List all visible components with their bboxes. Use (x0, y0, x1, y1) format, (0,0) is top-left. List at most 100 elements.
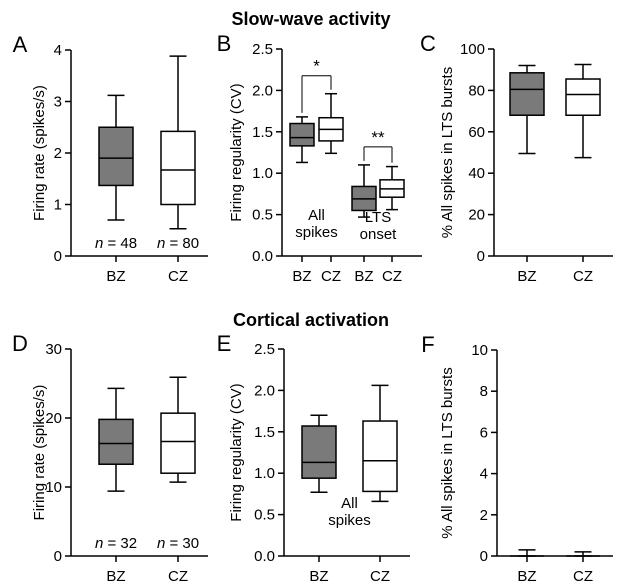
sample-size-n: n (157, 235, 165, 252)
panel-d: D 0 10 20 30 Firing rate (spikes/s) BZ CZ n = 32… (12, 331, 208, 583)
y-tick-label: 100 (460, 41, 485, 58)
section-title-cortical-activation: Cortical activation (233, 310, 389, 330)
x-tick-label: CZ (370, 568, 390, 583)
group-label: LTS (365, 209, 391, 226)
group-label: spikes (328, 512, 371, 529)
x-tick-label: CZ (321, 268, 341, 285)
y-tick-label: 3 (54, 94, 62, 111)
panel-label: E (217, 331, 232, 356)
box-cz (566, 65, 600, 158)
y-tick-label: 0.0 (252, 248, 273, 265)
sample-size-value: = 48 (103, 235, 137, 252)
x-tick-label: CZ (573, 568, 593, 583)
x-tick-label: BZ (309, 568, 328, 583)
x-tick-label: CZ (573, 268, 593, 285)
significance-bracket: * (302, 57, 331, 113)
y-tick-label: 0 (477, 248, 485, 265)
y-tick-label: 2.5 (254, 341, 275, 358)
sample-size-label: n = 30 (157, 535, 199, 552)
box-iqr (566, 79, 600, 115)
panel-b: B 0.0 0.5 1.0 1.5 2.0 2.5 Firing regularity (CV… (217, 31, 422, 285)
y-axis-title: % All spikes in LTS bursts (439, 367, 456, 538)
y-tick-label: 0 (54, 248, 62, 265)
sample-size-n: n (95, 535, 103, 552)
y-tick-label: 40 (468, 165, 485, 182)
y-axis-title: Firing rate (spikes/s) (31, 85, 48, 221)
x-tick-label: BZ (292, 268, 311, 285)
y-tick-label: 6 (480, 424, 488, 441)
panel-label: C (420, 31, 436, 56)
panel-label: A (13, 32, 28, 57)
box-bz (510, 66, 544, 154)
y-axis-title: % All spikes in LTS bursts (439, 67, 456, 238)
panel-c: C 0 20 40 60 80 100% All spikes in LTS bursts B… (420, 31, 613, 285)
sample-size-label: n = 32 (95, 535, 137, 552)
box-iqr (99, 419, 133, 464)
box-cz (161, 56, 195, 229)
x-tick-label: BZ (106, 268, 125, 285)
sample-size-n: n (95, 235, 103, 252)
y-tick-label: 2.0 (252, 82, 273, 99)
box-cz (566, 552, 600, 556)
y-tick-label: 1 (54, 197, 62, 214)
y-tick-label: 4 (54, 42, 62, 59)
significance-bracket: ** (364, 128, 392, 163)
y-tick-label: 2.0 (254, 382, 275, 399)
significance-stars: ** (371, 128, 385, 147)
sample-size-value: = 80 (165, 235, 199, 252)
box-bz (302, 415, 336, 492)
y-tick-label: 30 (45, 341, 62, 358)
y-tick-label: 8 (480, 383, 488, 400)
sample-size-label: n = 48 (95, 235, 137, 252)
y-tick-label: 1.0 (252, 165, 273, 182)
y-axis-title: Firing regularity (CV) (228, 83, 245, 221)
box-bz (290, 117, 314, 163)
box-iqr (510, 73, 544, 115)
y-tick-label: 80 (468, 82, 485, 99)
box-cz (319, 94, 343, 154)
sample-size-value: = 32 (103, 535, 137, 552)
y-tick-label: 4 (480, 466, 488, 483)
x-tick-label: BZ (517, 268, 536, 285)
y-axis-title: Firing regularity (CV) (228, 383, 245, 521)
panel-e: E 0.0 0.5 1.0 1.5 2.0 2.5 Firing regularity (CV… (217, 331, 410, 583)
x-tick-label: BZ (517, 568, 536, 583)
box-iqr (161, 413, 195, 473)
sample-size-value: = 30 (165, 535, 199, 552)
y-tick-label: 1.5 (254, 424, 275, 441)
panel-label: D (12, 331, 28, 356)
y-tick-label: 2 (480, 507, 488, 524)
box-cz (363, 385, 397, 501)
y-tick-label: 1.5 (252, 124, 273, 141)
y-tick-label: 1.0 (254, 465, 275, 482)
box-iqr (161, 131, 195, 204)
y-tick-label: 0 (54, 548, 62, 565)
box-bz (510, 550, 544, 556)
group-label: onset (360, 226, 398, 243)
group-label: spikes (295, 224, 338, 241)
significance-stars: * (313, 57, 320, 76)
box-bz (99, 95, 133, 220)
y-tick-label: 60 (468, 124, 485, 141)
box-iqr (363, 421, 397, 491)
panel-label: B (217, 31, 232, 56)
sample-size-label: n = 80 (157, 235, 199, 252)
y-tick-label: 0.0 (254, 548, 275, 565)
y-tick-label: 0.5 (252, 207, 273, 224)
box-iqr (302, 426, 336, 478)
x-tick-label: CZ (382, 268, 402, 285)
box-iqr (290, 124, 314, 146)
y-tick-label: 2 (54, 145, 62, 162)
x-tick-label: CZ (168, 268, 188, 285)
box-cz (161, 377, 195, 482)
y-tick-label: 10 (471, 342, 488, 359)
group-label: All (341, 495, 358, 512)
box-bz (99, 388, 133, 491)
x-tick-label: CZ (168, 568, 188, 583)
group-label: All (308, 207, 325, 224)
sample-size-n: n (157, 535, 165, 552)
y-tick-label: 0.5 (254, 507, 275, 524)
box-iqr (99, 127, 133, 185)
